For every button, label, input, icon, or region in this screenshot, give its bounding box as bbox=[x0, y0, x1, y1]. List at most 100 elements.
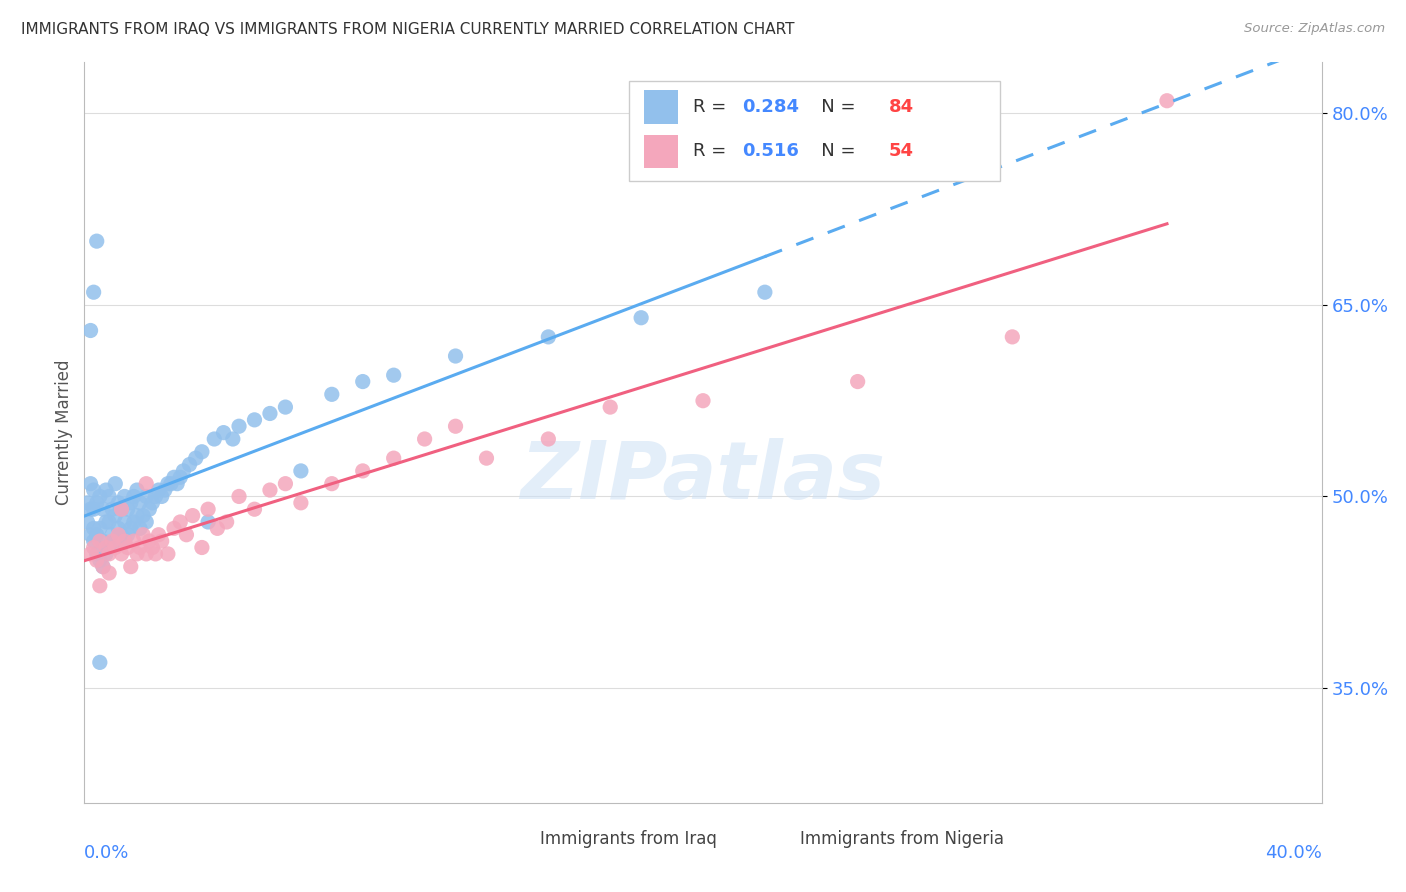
Point bbox=[1156, 94, 1178, 108]
Point bbox=[117, 502, 139, 516]
Point bbox=[274, 476, 297, 491]
Point bbox=[76, 496, 98, 510]
Point bbox=[145, 490, 167, 504]
Point bbox=[104, 476, 127, 491]
Point bbox=[191, 444, 214, 458]
Point bbox=[83, 483, 105, 497]
FancyBboxPatch shape bbox=[628, 81, 1000, 181]
Point bbox=[83, 534, 105, 549]
Point bbox=[135, 515, 157, 529]
Point bbox=[89, 490, 111, 504]
Point bbox=[163, 470, 186, 484]
Text: ZIPatlas: ZIPatlas bbox=[520, 438, 886, 516]
Point bbox=[352, 464, 374, 478]
Point bbox=[89, 521, 111, 535]
Point bbox=[122, 490, 145, 504]
Point bbox=[122, 534, 145, 549]
Point bbox=[148, 483, 170, 497]
Point bbox=[274, 400, 297, 414]
Point bbox=[83, 502, 105, 516]
Point bbox=[79, 476, 101, 491]
Point bbox=[197, 515, 219, 529]
Point bbox=[382, 368, 405, 383]
Point bbox=[243, 413, 266, 427]
Text: 40.0%: 40.0% bbox=[1265, 844, 1322, 862]
Point bbox=[114, 515, 136, 529]
Point bbox=[79, 502, 101, 516]
Point bbox=[117, 527, 139, 541]
Point bbox=[148, 527, 170, 541]
Point bbox=[150, 534, 173, 549]
Point bbox=[94, 541, 117, 555]
Point bbox=[846, 375, 869, 389]
Point bbox=[98, 547, 121, 561]
Point bbox=[91, 502, 114, 516]
Point bbox=[107, 521, 129, 535]
Point bbox=[94, 515, 117, 529]
Point bbox=[197, 502, 219, 516]
Point bbox=[243, 502, 266, 516]
Point bbox=[110, 527, 132, 541]
Point bbox=[91, 559, 114, 574]
Point bbox=[153, 483, 176, 497]
Text: Immigrants from Iraq: Immigrants from Iraq bbox=[540, 830, 717, 848]
Point bbox=[104, 541, 127, 555]
Point bbox=[1001, 330, 1024, 344]
Point bbox=[86, 553, 108, 567]
Point bbox=[94, 483, 117, 497]
Point bbox=[176, 527, 198, 541]
Point bbox=[110, 502, 132, 516]
Point bbox=[191, 541, 214, 555]
Point bbox=[212, 425, 235, 440]
Point bbox=[444, 419, 467, 434]
Point bbox=[125, 508, 148, 523]
FancyBboxPatch shape bbox=[765, 827, 794, 851]
Point bbox=[120, 559, 142, 574]
Point bbox=[107, 496, 129, 510]
Point bbox=[101, 502, 124, 516]
Point bbox=[86, 234, 108, 248]
Point bbox=[98, 541, 121, 555]
Point bbox=[129, 521, 152, 535]
Point bbox=[79, 527, 101, 541]
Point bbox=[169, 515, 191, 529]
Point bbox=[110, 547, 132, 561]
Point bbox=[107, 527, 129, 541]
Point bbox=[413, 432, 436, 446]
Point bbox=[132, 508, 155, 523]
Text: 84: 84 bbox=[889, 98, 914, 116]
Point bbox=[114, 490, 136, 504]
Point bbox=[120, 521, 142, 535]
Point bbox=[91, 559, 114, 574]
FancyBboxPatch shape bbox=[644, 135, 678, 168]
Text: 0.516: 0.516 bbox=[742, 143, 800, 161]
Text: N =: N = bbox=[804, 143, 862, 161]
Point bbox=[259, 483, 281, 497]
Point bbox=[475, 451, 498, 466]
Point bbox=[101, 534, 124, 549]
Point bbox=[86, 547, 108, 561]
Point bbox=[117, 541, 139, 555]
Text: N =: N = bbox=[804, 98, 862, 116]
Point bbox=[692, 393, 714, 408]
Point bbox=[228, 490, 250, 504]
Point bbox=[537, 432, 560, 446]
Point bbox=[141, 496, 163, 510]
Point bbox=[202, 432, 225, 446]
Point bbox=[101, 527, 124, 541]
Point bbox=[382, 451, 405, 466]
Point bbox=[83, 541, 105, 555]
Point bbox=[129, 541, 152, 555]
Point bbox=[166, 476, 188, 491]
Point bbox=[129, 496, 152, 510]
Point bbox=[172, 464, 194, 478]
Point bbox=[135, 547, 157, 561]
Point bbox=[79, 547, 101, 561]
Point bbox=[89, 656, 111, 670]
Point bbox=[98, 490, 121, 504]
Text: R =: R = bbox=[693, 143, 733, 161]
Point bbox=[86, 496, 108, 510]
Point bbox=[132, 527, 155, 541]
Text: Source: ZipAtlas.com: Source: ZipAtlas.com bbox=[1244, 22, 1385, 36]
FancyBboxPatch shape bbox=[644, 90, 678, 123]
